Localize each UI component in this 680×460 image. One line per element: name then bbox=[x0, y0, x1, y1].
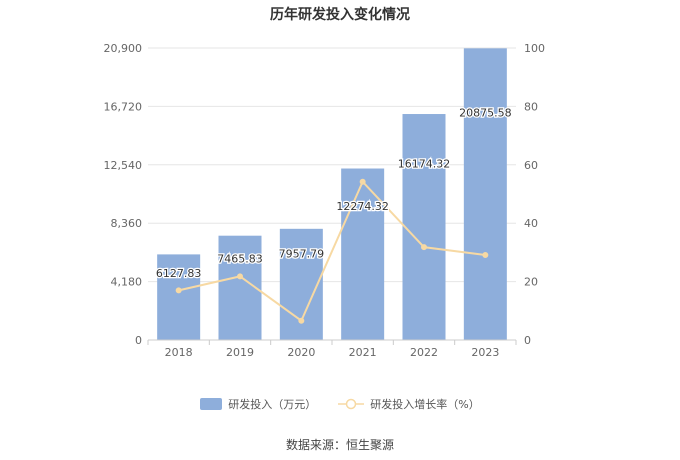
legend-line-label: 研发投入增长率（%） bbox=[370, 398, 480, 411]
legend-item-bar[interactable]: 研发投入（万元） bbox=[200, 396, 316, 412]
legend-bar-swatch bbox=[200, 398, 223, 410]
grid-layer bbox=[148, 47, 516, 341]
bar-value-label: 7465.83 bbox=[217, 253, 263, 266]
legend-line-swatch bbox=[338, 398, 365, 410]
bar-value-label: 6127.83 bbox=[156, 267, 202, 280]
data-source: 数据来源：恒生聚源 bbox=[285, 438, 394, 452]
legend: 研发投入（万元） 研发投入增长率（%） bbox=[0, 396, 680, 412]
bar bbox=[402, 114, 446, 340]
bar-value-label: 20875.58 bbox=[459, 107, 512, 120]
growth-line bbox=[178, 179, 486, 323]
left-tick-label: 8,360 bbox=[111, 217, 143, 230]
right-tick-label: 40 bbox=[524, 217, 538, 230]
bar bbox=[463, 48, 507, 340]
axis-layer: 0 4,180 8,360 12,540 16,720 20,900 0 20 40 60 80 10… bbox=[104, 42, 546, 359]
right-tick-label: 80 bbox=[524, 100, 538, 113]
legend-bar-label: 研发投入（万元） bbox=[228, 398, 317, 411]
labels-layer: 6127.83 7465.83 7957.79 12274.32 16174.32 208… bbox=[155, 105, 513, 281]
x-tick-label: 2022 bbox=[410, 346, 438, 359]
x-tick-label: 2019 bbox=[226, 346, 254, 359]
right-tick-label: 100 bbox=[524, 42, 545, 55]
chart-title: 历年研发投入变化情况 bbox=[270, 7, 410, 23]
x-tick-label: 2020 bbox=[287, 346, 315, 359]
x-tick-label: 2023 bbox=[471, 346, 499, 359]
x-tick-label: 2021 bbox=[349, 346, 377, 359]
right-tick-label: 20 bbox=[524, 276, 538, 289]
left-tick-label: 16,720 bbox=[104, 100, 143, 113]
bar bbox=[157, 254, 201, 340]
legend-item-line[interactable]: 研发投入增长率（%） bbox=[338, 396, 480, 412]
bar-value-label: 16174.32 bbox=[398, 158, 451, 171]
right-tick-label: 60 bbox=[524, 159, 538, 172]
growth-point bbox=[359, 178, 366, 185]
growth-point bbox=[482, 252, 489, 259]
growth-point bbox=[298, 317, 305, 324]
x-tick-label: 2018 bbox=[165, 346, 193, 359]
bar-value-label: 7957.79 bbox=[279, 247, 325, 260]
left-tick-label: 12,540 bbox=[104, 159, 143, 172]
left-tick-label: 20,900 bbox=[104, 42, 143, 55]
growth-point bbox=[175, 287, 182, 294]
growth-point bbox=[421, 244, 427, 251]
right-tick-label: 0 bbox=[524, 334, 531, 347]
growth-point bbox=[237, 273, 243, 280]
bar bbox=[341, 168, 385, 340]
left-tick-label: 0 bbox=[135, 334, 142, 347]
line-layer bbox=[175, 178, 489, 324]
bar-value-label: 12274.32 bbox=[336, 200, 389, 213]
bars-layer bbox=[157, 48, 507, 340]
left-tick-label: 4,180 bbox=[111, 276, 143, 289]
